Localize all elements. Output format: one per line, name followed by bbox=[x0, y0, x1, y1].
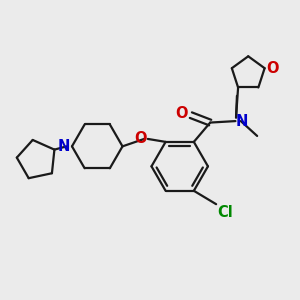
Text: O: O bbox=[175, 106, 187, 121]
Text: O: O bbox=[266, 61, 279, 76]
Text: Cl: Cl bbox=[217, 205, 233, 220]
Text: O: O bbox=[134, 131, 146, 146]
Text: N: N bbox=[236, 114, 248, 129]
Text: N: N bbox=[58, 139, 70, 154]
